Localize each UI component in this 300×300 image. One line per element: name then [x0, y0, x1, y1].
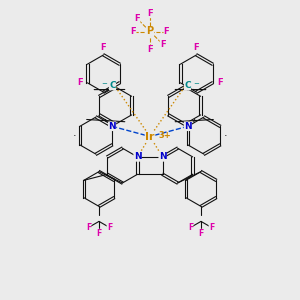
Text: F: F — [164, 27, 169, 36]
Text: F: F — [217, 78, 223, 87]
Text: N: N — [108, 122, 116, 131]
Text: P: P — [146, 26, 154, 37]
Text: F: F — [86, 223, 91, 232]
Text: F: F — [77, 78, 83, 87]
Text: −: − — [101, 81, 107, 87]
Text: F: F — [188, 223, 193, 232]
Text: N: N — [159, 152, 166, 161]
Text: F: F — [101, 43, 106, 52]
Text: F: F — [147, 9, 153, 18]
Text: F: F — [198, 229, 204, 238]
Text: ·: · — [73, 130, 76, 141]
Text: F: F — [160, 40, 165, 49]
Text: F: F — [147, 45, 153, 54]
Text: F: F — [107, 223, 112, 232]
Text: F: F — [194, 43, 199, 52]
Text: F: F — [96, 229, 102, 238]
Text: N: N — [134, 152, 141, 161]
Text: 3+: 3+ — [158, 130, 171, 140]
Text: F: F — [135, 14, 140, 23]
Text: F: F — [131, 27, 136, 36]
Text: F: F — [209, 223, 214, 232]
Text: C: C — [184, 81, 191, 90]
Text: N: N — [184, 122, 192, 131]
Text: Ir: Ir — [145, 131, 155, 142]
Text: −: − — [193, 81, 199, 87]
Text: ·: · — [224, 130, 227, 141]
Text: C: C — [109, 81, 116, 90]
